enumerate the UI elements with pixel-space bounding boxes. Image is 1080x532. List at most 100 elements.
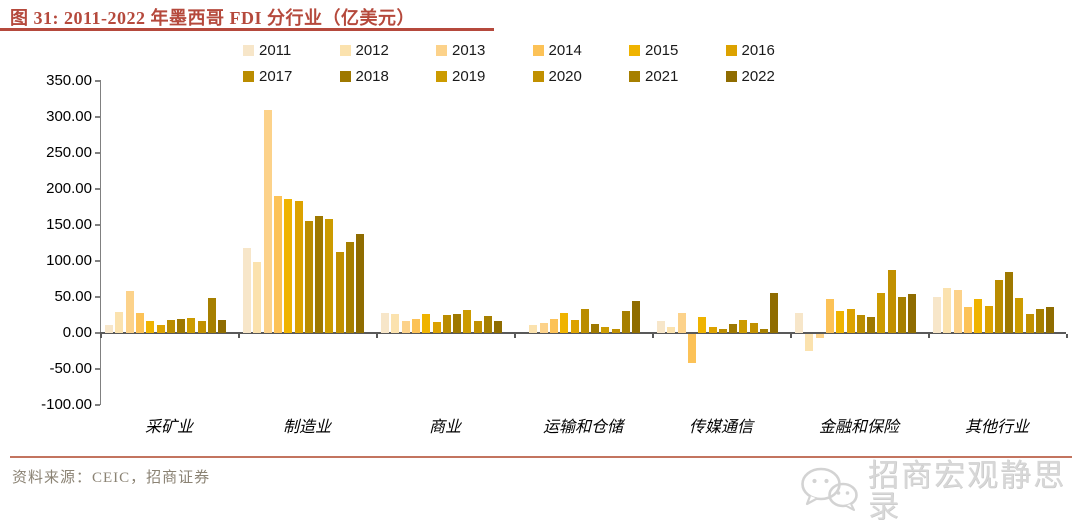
legend-label: 2015 [645, 41, 679, 59]
watermark-text: 招商宏观静思录 [868, 458, 1066, 524]
figure-title: 图 31: 2011-2022 年墨西哥 FDI 分行业（亿美元） [10, 8, 415, 28]
legend-item-2011: 2011 [243, 43, 340, 58]
bar-2015-运输和仓储 [560, 312, 569, 333]
bar-2017-金融和保险 [856, 315, 865, 333]
bar-2014-其他行业 [963, 307, 972, 333]
bar-2015-其他行业 [974, 299, 983, 333]
y-axis-label: 0.00 [62, 324, 92, 341]
bar-2014-采矿业 [135, 312, 144, 333]
bar-2020-采矿业 [197, 321, 206, 333]
legend-label: 2013 [452, 41, 486, 59]
legend-item-2014: 2014 [532, 43, 630, 58]
legend-swatch-2013 [436, 44, 447, 56]
watermark-logo: 招商宏观静思录 [798, 460, 1080, 522]
bar-2022-金融和保险 [908, 294, 917, 333]
legend-swatch-2016 [725, 44, 737, 56]
legend-swatch-2022 [725, 70, 737, 82]
bar-2011-制造业 [243, 248, 251, 333]
bar-2012-商业 [391, 313, 400, 333]
legend-swatch-2021 [629, 70, 640, 82]
bar-2020-商业 [473, 321, 482, 333]
bar-2011-传媒通信 [657, 320, 665, 333]
category-label: 制造业 [282, 419, 331, 436]
category-label: 其他行业 [964, 419, 1029, 436]
bar-2022-其他行业 [1046, 307, 1055, 333]
bar-2022-制造业 [356, 234, 365, 333]
bar-2022-运输和仓储 [632, 301, 641, 333]
y-axis-label: 50.00 [54, 288, 92, 305]
y-axis-tick [95, 404, 100, 406]
x-axis-group-tick [790, 334, 792, 338]
bar-2013-制造业 [263, 109, 272, 333]
bar-2018-运输和仓储 [591, 324, 600, 333]
bar-2021-其他行业 [1036, 308, 1044, 333]
bar-2012-采矿业 [115, 312, 124, 333]
bar-2017-运输和仓储 [580, 309, 589, 333]
bar-2013-其他行业 [953, 289, 962, 333]
legend-item-2013: 2013 [436, 43, 533, 58]
y-axis-label: -100.00 [41, 396, 92, 413]
y-axis-tick [95, 116, 100, 118]
x-axis-group-tick [1066, 334, 1068, 338]
legend-item-2020: 2020 [532, 67, 630, 85]
bar-2018-其他行业 [1005, 271, 1014, 333]
source-note: 资料来源：CEIC，招商证券 [12, 470, 211, 486]
legend-label: 2018 [355, 67, 389, 85]
legend-label: 2012 [355, 41, 389, 59]
legend-swatch-2014 [532, 44, 544, 56]
bar-2021-商业 [484, 316, 492, 333]
bar-2019-商业 [463, 309, 472, 333]
bar-2018-制造业 [315, 216, 324, 333]
legend-swatch-2015 [629, 44, 640, 56]
legend-label: 2011 [259, 41, 292, 59]
bar-2019-金融和保险 [877, 292, 886, 333]
footer-divider [10, 456, 1072, 458]
bar-2012-其他行业 [943, 288, 952, 333]
legend-swatch-2012 [339, 44, 351, 56]
legend-label: 2017 [259, 67, 293, 85]
bar-2016-运输和仓储 [570, 320, 579, 333]
bar-2011-金融和保险 [795, 312, 803, 333]
y-axis-tick [95, 332, 100, 334]
legend-label: 2016 [741, 41, 775, 59]
y-axis-tick [95, 368, 100, 370]
bar-2021-采矿业 [208, 297, 216, 333]
bar-2018-采矿业 [177, 319, 186, 333]
legend-item-2019: 2019 [436, 69, 533, 84]
legend-item-2015: 2015 [629, 43, 726, 58]
bar-2014-商业 [411, 318, 420, 333]
bar-2017-其他行业 [994, 279, 1003, 333]
legend-swatch-2018 [339, 70, 351, 82]
y-axis-tick [95, 188, 100, 190]
chart-legend: 2011 2012 2013 2014 2015 2016 2017 2018 2019 202… [243, 37, 843, 89]
legend-item-2012: 2012 [339, 41, 437, 59]
bar-2011-其他行业 [933, 297, 941, 333]
bar-2013-传媒通信 [677, 312, 686, 333]
bar-2016-金融和保险 [846, 309, 855, 333]
y-axis-label: 150.00 [46, 216, 92, 233]
category-label: 金融和保险 [818, 419, 899, 436]
bar-2013-运输和仓储 [539, 322, 548, 333]
bar-2019-采矿业 [187, 317, 196, 333]
x-axis-group-tick [238, 334, 240, 338]
bar-2013-商业 [401, 320, 410, 333]
bar-2018-传媒通信 [729, 323, 738, 333]
x-axis-baseline [100, 332, 1066, 334]
x-axis-group-tick [928, 334, 930, 338]
bar-2015-采矿业 [146, 320, 155, 333]
y-axis-tick [95, 296, 100, 298]
bar-2012-金融和保险 [805, 334, 814, 352]
bar-2012-制造业 [253, 261, 262, 333]
bar-2021-制造业 [346, 242, 354, 333]
bar-2014-金融和保险 [825, 299, 834, 333]
legend-label: 2020 [548, 67, 582, 85]
y-axis-label: 250.00 [46, 144, 92, 161]
y-axis-tick [95, 80, 100, 82]
bar-2014-运输和仓储 [549, 319, 558, 333]
bar-2017-制造业 [304, 221, 313, 333]
bar-2014-制造业 [273, 196, 282, 333]
x-axis-group-tick [376, 334, 378, 338]
y-axis-label: 100.00 [46, 252, 92, 269]
bar-2012-运输和仓储 [529, 325, 538, 333]
